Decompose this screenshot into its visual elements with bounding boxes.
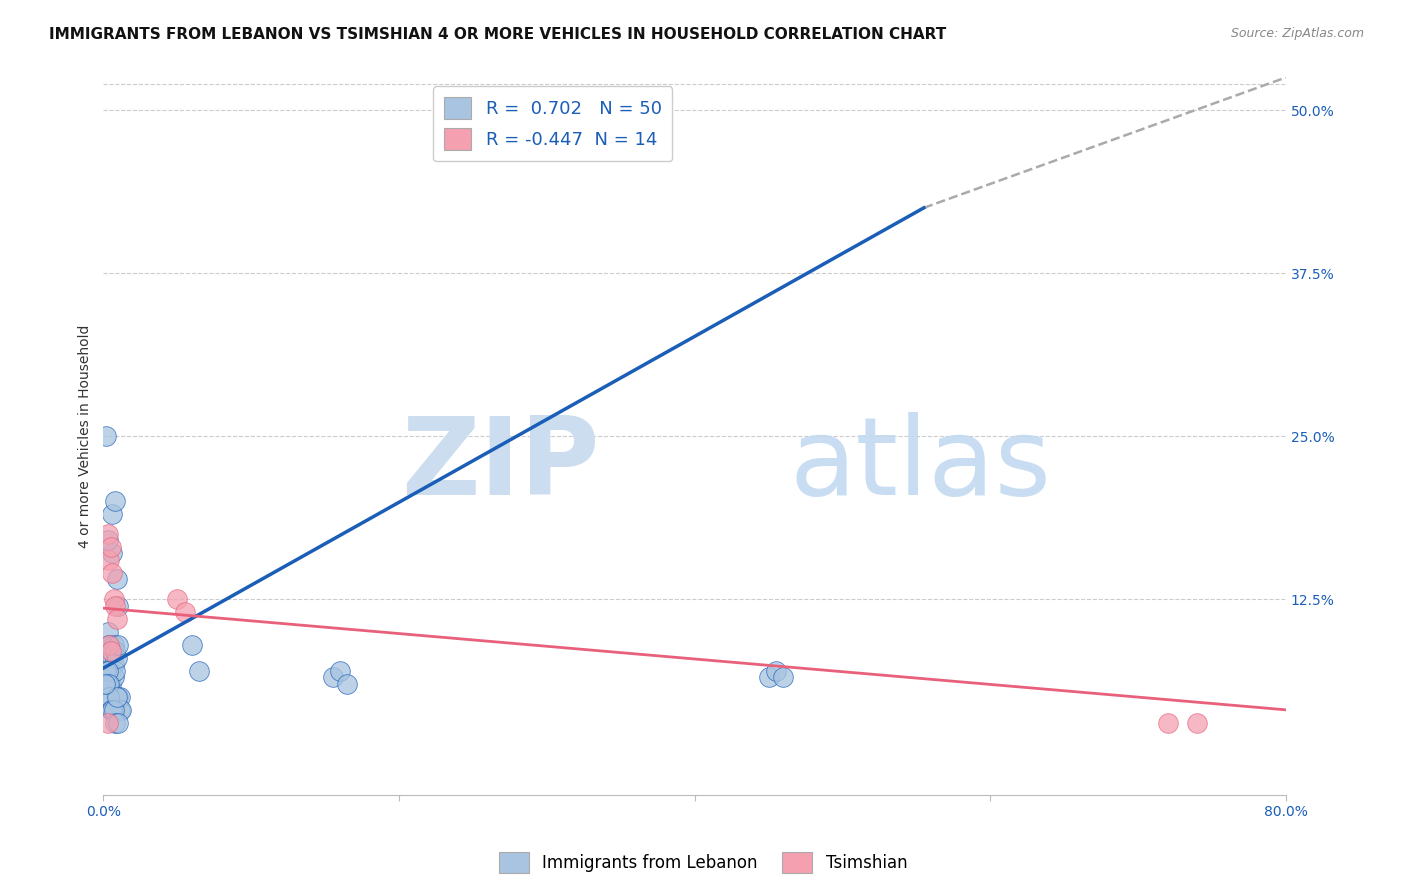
Point <box>336 677 359 691</box>
Point <box>101 650 124 665</box>
Point <box>100 703 122 717</box>
Point <box>765 664 787 678</box>
Point <box>103 670 125 684</box>
Point <box>329 664 352 678</box>
Point <box>103 703 125 717</box>
Point <box>100 540 122 554</box>
Point <box>97 638 120 652</box>
Point <box>103 592 125 607</box>
Point <box>98 690 121 704</box>
Point <box>105 650 128 665</box>
Point <box>107 638 129 652</box>
Text: IMMIGRANTS FROM LEBANON VS TSIMSHIAN 4 OR MORE VEHICLES IN HOUSEHOLD CORRELATION: IMMIGRANTS FROM LEBANON VS TSIMSHIAN 4 O… <box>49 27 946 42</box>
Point <box>100 644 122 658</box>
Point <box>104 599 127 613</box>
Point <box>1157 715 1180 730</box>
Point <box>101 508 124 522</box>
Point <box>97 533 120 548</box>
Point <box>107 599 129 613</box>
Point <box>100 664 122 678</box>
Point <box>96 429 118 443</box>
Text: atlas: atlas <box>789 412 1052 517</box>
Point <box>103 638 125 652</box>
Point <box>98 638 121 652</box>
Point <box>166 592 188 607</box>
Point <box>98 638 121 652</box>
Point <box>98 553 121 567</box>
Point <box>1187 715 1209 730</box>
Point <box>97 624 120 639</box>
Point <box>101 566 124 580</box>
Point <box>104 494 127 508</box>
Point <box>100 644 122 658</box>
Point <box>105 573 128 587</box>
Point <box>104 715 127 730</box>
Point <box>104 664 127 678</box>
Text: ZIP: ZIP <box>402 412 600 517</box>
Point <box>110 703 132 717</box>
Point <box>103 657 125 672</box>
Text: Source: ZipAtlas.com: Source: ZipAtlas.com <box>1230 27 1364 40</box>
Point <box>105 611 128 625</box>
Point <box>108 703 131 717</box>
Point <box>321 670 343 684</box>
Legend: Immigrants from Lebanon, Tsimshian: Immigrants from Lebanon, Tsimshian <box>492 846 914 880</box>
Point <box>107 715 129 730</box>
Point <box>104 644 127 658</box>
Point <box>97 715 120 730</box>
Point <box>188 664 211 678</box>
Point <box>105 690 128 704</box>
Point <box>100 677 122 691</box>
Point <box>96 650 118 665</box>
Point <box>101 703 124 717</box>
Point <box>107 690 129 704</box>
Point <box>98 650 121 665</box>
Point <box>97 677 120 691</box>
Point <box>96 677 118 691</box>
Point <box>96 664 118 678</box>
Point <box>173 605 195 619</box>
Point <box>98 677 121 691</box>
Point <box>772 670 794 684</box>
Point <box>97 664 120 678</box>
Point <box>97 526 120 541</box>
Point <box>758 670 780 684</box>
Point <box>101 546 124 560</box>
Legend: R =  0.702   N = 50, R = -0.447  N = 14: R = 0.702 N = 50, R = -0.447 N = 14 <box>433 87 672 161</box>
Point <box>94 690 117 704</box>
Point <box>181 638 204 652</box>
Y-axis label: 4 or more Vehicles in Household: 4 or more Vehicles in Household <box>79 325 93 548</box>
Point <box>94 677 117 691</box>
Point <box>94 677 117 691</box>
Point <box>108 690 131 704</box>
